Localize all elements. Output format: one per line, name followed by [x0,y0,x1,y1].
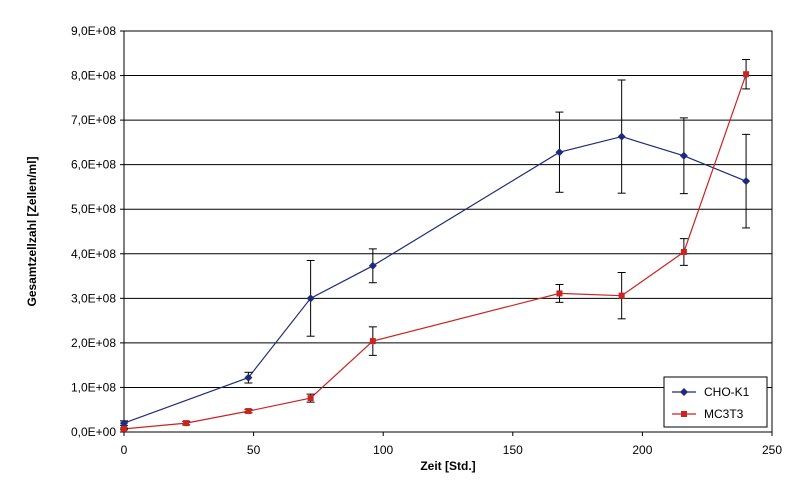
data-point [679,151,688,160]
legend-item: MC3T3 [672,407,744,421]
x-tick-label: 150 [503,443,523,457]
data-point [618,292,625,299]
gridlines [124,30,772,388]
data-point [681,411,687,417]
y-tick-label: 5,0E+08 [71,202,116,216]
x-tick-label: 0 [121,443,128,457]
legend-item: CHO-K1 [672,385,750,399]
data-point [120,419,128,428]
data-point [743,71,750,78]
y-tick-label: 2,0E+08 [71,336,116,350]
y-tick-label: 4,0E+08 [71,247,116,261]
data-point [680,248,687,255]
legend: CHO-K1 MC3T3 [663,376,768,428]
data-point [245,408,252,415]
legend-label: CHO-K1 [704,385,750,399]
data-point [617,132,626,141]
data-point [369,338,376,345]
data-point [368,261,377,270]
series-line [123,74,747,430]
legend-label: MC3T3 [704,407,744,421]
legend-box [663,376,768,428]
data-point [306,294,315,303]
series-mc3t3 [120,59,751,432]
data-point [555,148,564,157]
x-axis-title: Zeit [Std.] [420,459,475,473]
y-tick-label: 9,0E+08 [71,24,116,38]
data-point [556,290,563,297]
y-axis-title: Gesamtzellzahl [Zellen/ml] [25,156,39,306]
series-layer [120,59,751,432]
x-tick-label: 50 [247,443,261,457]
data-point [307,395,314,402]
data-point [680,388,688,396]
y-tick-label: 7,0E+08 [71,113,116,127]
y-tick-label: 6,0E+08 [71,158,116,172]
x-tick-label: 200 [632,443,652,457]
y-tick-label: 0,0E+00 [71,425,116,439]
data-point [742,177,751,186]
data-point [244,373,253,382]
axis-ticks: 0,0E+00 1,0E+08 2,0E+08 3,0E+08 4,0E+08 5,0E+… [71,24,782,457]
data-point [121,425,127,432]
y-tick-label: 1,0E+08 [71,380,116,394]
series-cho-k1 [120,79,751,428]
plot-area [123,30,773,433]
x-tick-label: 250 [762,443,782,457]
y-tick-label: 8,0E+08 [71,69,116,83]
x-tick-label: 100 [373,443,393,457]
data-point [183,420,190,427]
series-line [123,135,747,424]
y-tick-label: 3,0E+08 [71,291,116,305]
